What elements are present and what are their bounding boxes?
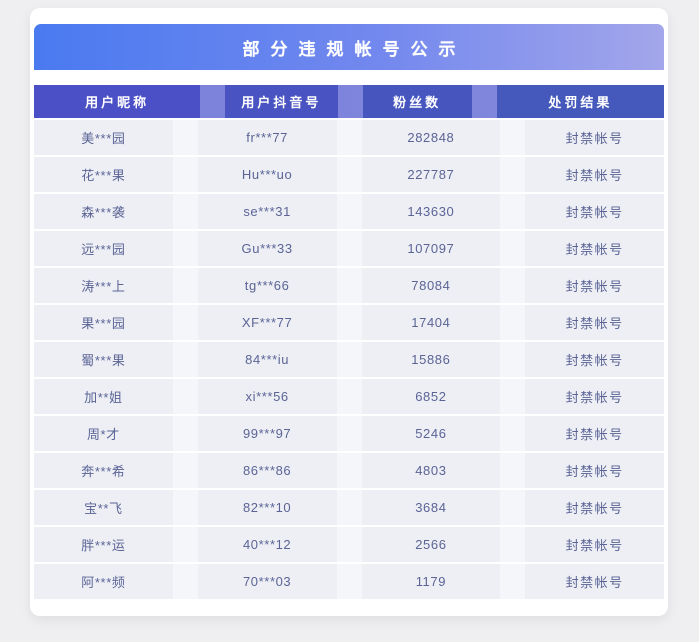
table-row: 远***园 Gu***33 107097 封禁帐号 — [34, 231, 664, 266]
cell-result: 封禁帐号 — [525, 120, 664, 155]
cell-nickname: 果***园 — [34, 305, 173, 340]
cell-douyin-id: 82***10 — [197, 490, 337, 525]
cell-result: 封禁帐号 — [525, 231, 664, 266]
table-row: 涛***上 tg***66 78084 封禁帐号 — [34, 268, 664, 303]
cell-result: 封禁帐号 — [525, 490, 664, 525]
table-row: 果***园 XF***77 17404 封禁帐号 — [34, 305, 664, 340]
cell-result: 封禁帐号 — [525, 268, 664, 303]
table-header-row: 用户昵称 用户抖音号 粉丝数 处罚结果 — [34, 85, 664, 118]
table-row: 阿***频 70***03 1179 封禁帐号 — [34, 564, 664, 599]
cell-result: 封禁帐号 — [525, 305, 664, 340]
cell-fans: 3684 — [361, 490, 501, 525]
cell-douyin-id: 86***86 — [197, 453, 337, 488]
table-row: 蜀***果 84***iu 15886 封禁帐号 — [34, 342, 664, 377]
cell-douyin-id: 40***12 — [197, 527, 337, 562]
cell-douyin-id: Gu***33 — [197, 231, 337, 266]
cell-douyin-id: se***31 — [197, 194, 337, 229]
cell-nickname: 奔***希 — [34, 453, 173, 488]
cell-douyin-id: 84***iu — [197, 342, 337, 377]
cell-fans: 107097 — [361, 231, 501, 266]
cell-result: 封禁帐号 — [525, 416, 664, 451]
cell-nickname: 阿***频 — [34, 564, 173, 599]
cell-nickname: 花***果 — [34, 157, 173, 192]
cell-fans: 143630 — [361, 194, 501, 229]
cell-nickname: 加**姐 — [34, 379, 173, 414]
cell-nickname: 胖***运 — [34, 527, 173, 562]
cell-douyin-id: 99***97 — [197, 416, 337, 451]
cell-result: 封禁帐号 — [525, 342, 664, 377]
table-row: 花***果 Hu***uo 227787 封禁帐号 — [34, 157, 664, 192]
cell-nickname: 森***袭 — [34, 194, 173, 229]
cell-douyin-id: tg***66 — [197, 268, 337, 303]
table-row: 宝**飞 82***10 3684 封禁帐号 — [34, 490, 664, 525]
cell-fans: 4803 — [361, 453, 501, 488]
table-row: 美***园 fr***77 282848 封禁帐号 — [34, 120, 664, 155]
cell-fans: 5246 — [361, 416, 501, 451]
cell-result: 封禁帐号 — [525, 194, 664, 229]
column-header-fans: 粉丝数 — [362, 85, 472, 118]
cell-nickname: 涛***上 — [34, 268, 173, 303]
cell-douyin-id: fr***77 — [197, 120, 337, 155]
column-header-result: 处罚结果 — [496, 85, 664, 118]
cell-result: 封禁帐号 — [525, 564, 664, 599]
table-row: 加**姐 xi***56 6852 封禁帐号 — [34, 379, 664, 414]
table-body: 美***园 fr***77 282848 封禁帐号 花***果 Hu***uo 227787… — [34, 120, 664, 599]
cell-nickname: 远***园 — [34, 231, 173, 266]
column-header-nickname: 用户昵称 — [34, 85, 201, 118]
cell-nickname: 蜀***果 — [34, 342, 173, 377]
table-row: 奔***希 86***86 4803 封禁帐号 — [34, 453, 664, 488]
cell-douyin-id: Hu***uo — [197, 157, 337, 192]
cell-fans: 1179 — [361, 564, 501, 599]
cell-nickname: 美***园 — [34, 120, 173, 155]
cell-nickname: 宝**飞 — [34, 490, 173, 525]
cell-fans: 17404 — [361, 305, 501, 340]
table-row: 周*才 99***97 5246 封禁帐号 — [34, 416, 664, 451]
table-row: 森***袭 se***31 143630 封禁帐号 — [34, 194, 664, 229]
cell-douyin-id: 70***03 — [197, 564, 337, 599]
cell-fans: 78084 — [361, 268, 501, 303]
cell-result: 封禁帐号 — [525, 453, 664, 488]
cell-fans: 282848 — [361, 120, 501, 155]
cell-douyin-id: xi***56 — [197, 379, 337, 414]
title-bar: 部分违规帐号公示 — [34, 24, 664, 70]
cell-fans: 6852 — [361, 379, 501, 414]
page-title: 部分违规帐号公示 — [242, 39, 467, 59]
cell-nickname: 周*才 — [34, 416, 173, 451]
cell-fans: 2566 — [361, 527, 501, 562]
cell-fans: 227787 — [361, 157, 501, 192]
column-header-douyin-id: 用户抖音号 — [225, 85, 338, 118]
table-row: 胖***运 40***12 2566 封禁帐号 — [34, 527, 664, 562]
cell-douyin-id: XF***77 — [197, 305, 337, 340]
cell-result: 封禁帐号 — [525, 379, 664, 414]
announcement-card: 部分违规帐号公示 用户昵称 用户抖音号 粉丝数 处罚结果 美***园 fr***7… — [30, 8, 668, 616]
cell-result: 封禁帐号 — [525, 157, 664, 192]
cell-fans: 15886 — [361, 342, 501, 377]
cell-result: 封禁帐号 — [525, 527, 664, 562]
